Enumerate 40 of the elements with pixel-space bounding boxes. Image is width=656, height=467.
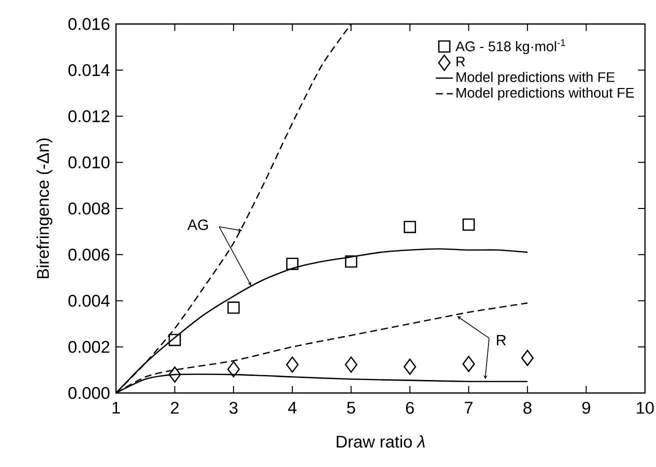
- legend-label: AG - 518 kg·mol$^{-1}$: [455, 39, 566, 54]
- x-tick-label: 3: [229, 402, 238, 414]
- point: [286, 356, 299, 373]
- annotation: R: [496, 335, 506, 346]
- x-tick-label: 9: [582, 402, 590, 414]
- legend-label: Model predictions with FE: [456, 72, 615, 85]
- y-tick-label: 0.012: [68, 110, 110, 122]
- point: [404, 358, 416, 375]
- legend-label: Model predictions without FE: [456, 87, 634, 100]
- y-tick-label: 0.014: [68, 64, 110, 76]
- point: [227, 302, 240, 314]
- x-tick-label: 5: [347, 402, 356, 414]
- y-tick-label: 0.006: [68, 248, 110, 261]
- point: [521, 350, 534, 366]
- point: [227, 361, 240, 378]
- point: [168, 366, 182, 383]
- y-tick-label: 0.004: [68, 294, 110, 307]
- point: [168, 334, 181, 346]
- y-tick-label: 0.016: [68, 18, 110, 30]
- point: [286, 258, 298, 270]
- x-axis-title: Draw ratio λ: [336, 435, 425, 448]
- point: [462, 218, 475, 231]
- y-tick-label: 0.008: [68, 202, 110, 214]
- x-tick-label: 8: [523, 402, 532, 414]
- point: [462, 356, 475, 372]
- x-tick-label: 7: [464, 402, 473, 414]
- legend-label: R: [456, 56, 465, 66]
- x-tick-label: 6: [406, 402, 414, 414]
- x-tick-label: 2: [170, 402, 179, 414]
- x-tick-label: 4: [288, 402, 297, 414]
- y-axis-title: Birefringence (-Δn): [36, 138, 52, 278]
- y-tick-label: 0.000: [68, 387, 110, 399]
- point: [344, 255, 358, 268]
- y-tick-label: 0.002: [68, 340, 110, 353]
- point: [404, 220, 416, 234]
- x-tick-label: 1: [112, 402, 120, 414]
- point: [344, 356, 358, 373]
- x-tick-label: 10: [636, 402, 654, 414]
- annotation: AG: [187, 219, 208, 230]
- y-tick-label: 0.010: [68, 156, 110, 168]
